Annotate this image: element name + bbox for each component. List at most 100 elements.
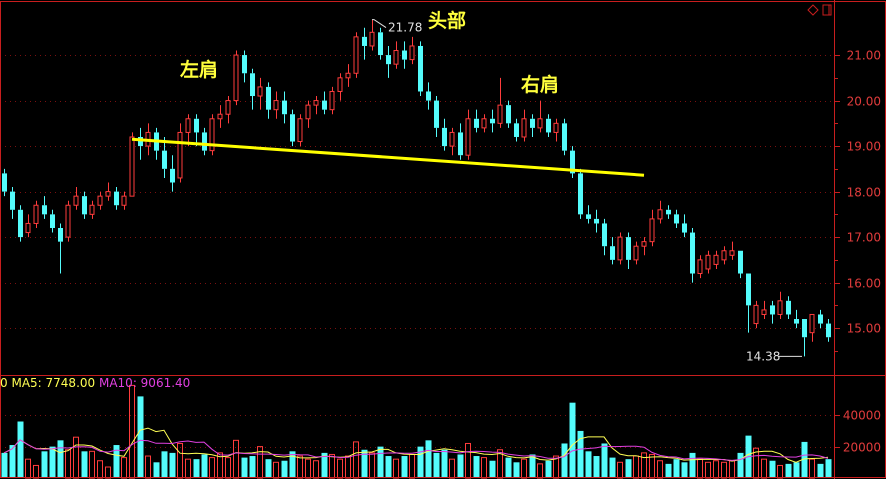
volume-bar-down (81, 451, 88, 478)
candle-body (682, 223, 687, 233)
candle-body (353, 36, 359, 74)
candle-body (18, 209, 23, 238)
low-price-label: 14.38 (746, 349, 780, 363)
volume-bar-up (97, 460, 103, 479)
candle-body (337, 77, 343, 92)
volume-bar-up (657, 460, 663, 479)
candle-body (33, 204, 39, 224)
volume-bar-up (721, 461, 727, 479)
volume-bar-down (609, 457, 616, 478)
candle-up (353, 32, 359, 78)
candle-down (738, 250, 743, 279)
candle-body (570, 150, 575, 174)
panel-toggle-icon[interactable] (822, 4, 832, 16)
candle-up (449, 127, 455, 156)
candle-body (617, 236, 623, 261)
candle-body (530, 118, 535, 128)
volume-bar-up (393, 458, 399, 479)
volume-bar-down (673, 459, 680, 478)
volume-bar-up (305, 458, 311, 479)
candle-body (826, 323, 831, 338)
candle-down (514, 118, 519, 142)
volume-bar-down (801, 441, 808, 478)
candle-up (121, 191, 127, 210)
candle-body (738, 250, 743, 274)
candle-up (697, 255, 703, 279)
volume-bar-up (145, 455, 151, 479)
candle-down (418, 41, 423, 97)
candle-up (185, 114, 191, 147)
candle-body (217, 113, 223, 120)
candle-body (65, 204, 71, 238)
volume-bar-up (89, 450, 95, 479)
candle-body (578, 173, 583, 215)
candle-down (50, 209, 55, 233)
volume-bar-down (169, 452, 176, 478)
volume-bar-down (241, 457, 248, 478)
volume-bar-down (513, 462, 520, 478)
volume-bar-up (537, 463, 543, 479)
candle-body (257, 86, 263, 97)
volume-bar-down (785, 463, 792, 478)
volume-bar-down (545, 460, 552, 478)
volume-bar-up (809, 458, 815, 479)
candle-up (497, 77, 503, 128)
volume-bar-up (209, 457, 215, 479)
candle-body (105, 191, 111, 197)
candle-down (154, 127, 159, 160)
candle-up (105, 182, 111, 201)
volume-bar-up (33, 464, 39, 479)
candle-down (386, 45, 391, 78)
candle-body (250, 73, 255, 97)
candle-up (777, 291, 783, 320)
candle-body (657, 209, 663, 220)
candle-down (82, 191, 87, 219)
candle-down (690, 228, 695, 283)
volume-bar-up (481, 457, 487, 479)
volume-bar-down (9, 445, 16, 478)
candle-up (225, 96, 231, 124)
candle-up (721, 246, 727, 265)
volume-bar-down (201, 454, 208, 478)
candle-down (602, 218, 607, 256)
volume-bar-up (713, 460, 719, 479)
candle-body (409, 45, 415, 61)
candle-down (794, 309, 799, 329)
volume-bar-down (137, 396, 144, 478)
candle-down (194, 114, 199, 147)
candle-down (770, 300, 775, 324)
volume-bar-up (129, 384, 135, 479)
candle-up (553, 118, 559, 142)
candle-body (266, 86, 271, 110)
volume-bars (1, 384, 832, 479)
volume-bar-up (177, 442, 183, 479)
candle-down (818, 309, 823, 329)
candle-body (82, 196, 87, 215)
volume-bar-down (593, 456, 600, 478)
volume-bar-up (337, 458, 343, 479)
candle-down (626, 232, 631, 269)
candle-body (506, 105, 511, 124)
candle-body (602, 223, 607, 247)
volume-tick-label: 40000 (843, 409, 881, 423)
candle-up (369, 19, 375, 51)
volume-bar-up (65, 449, 71, 479)
candle-body (233, 54, 239, 102)
candle-body (89, 204, 95, 215)
candle-body (386, 55, 391, 65)
candle-up (617, 232, 623, 265)
volume-bar-down (473, 456, 480, 478)
candle-down (434, 96, 439, 137)
candle-body (426, 91, 431, 101)
diamond-icon[interactable] (807, 4, 819, 16)
candle-body (641, 241, 647, 247)
candle-body (586, 214, 591, 219)
candle-up (209, 114, 215, 156)
candle-body (761, 309, 767, 315)
candle-up (345, 64, 351, 87)
candle-body (442, 127, 447, 147)
candle-body (25, 222, 31, 234)
volume-bar-up (225, 457, 231, 479)
volume-bar-down (585, 451, 592, 478)
volume-bar-up (617, 461, 623, 479)
